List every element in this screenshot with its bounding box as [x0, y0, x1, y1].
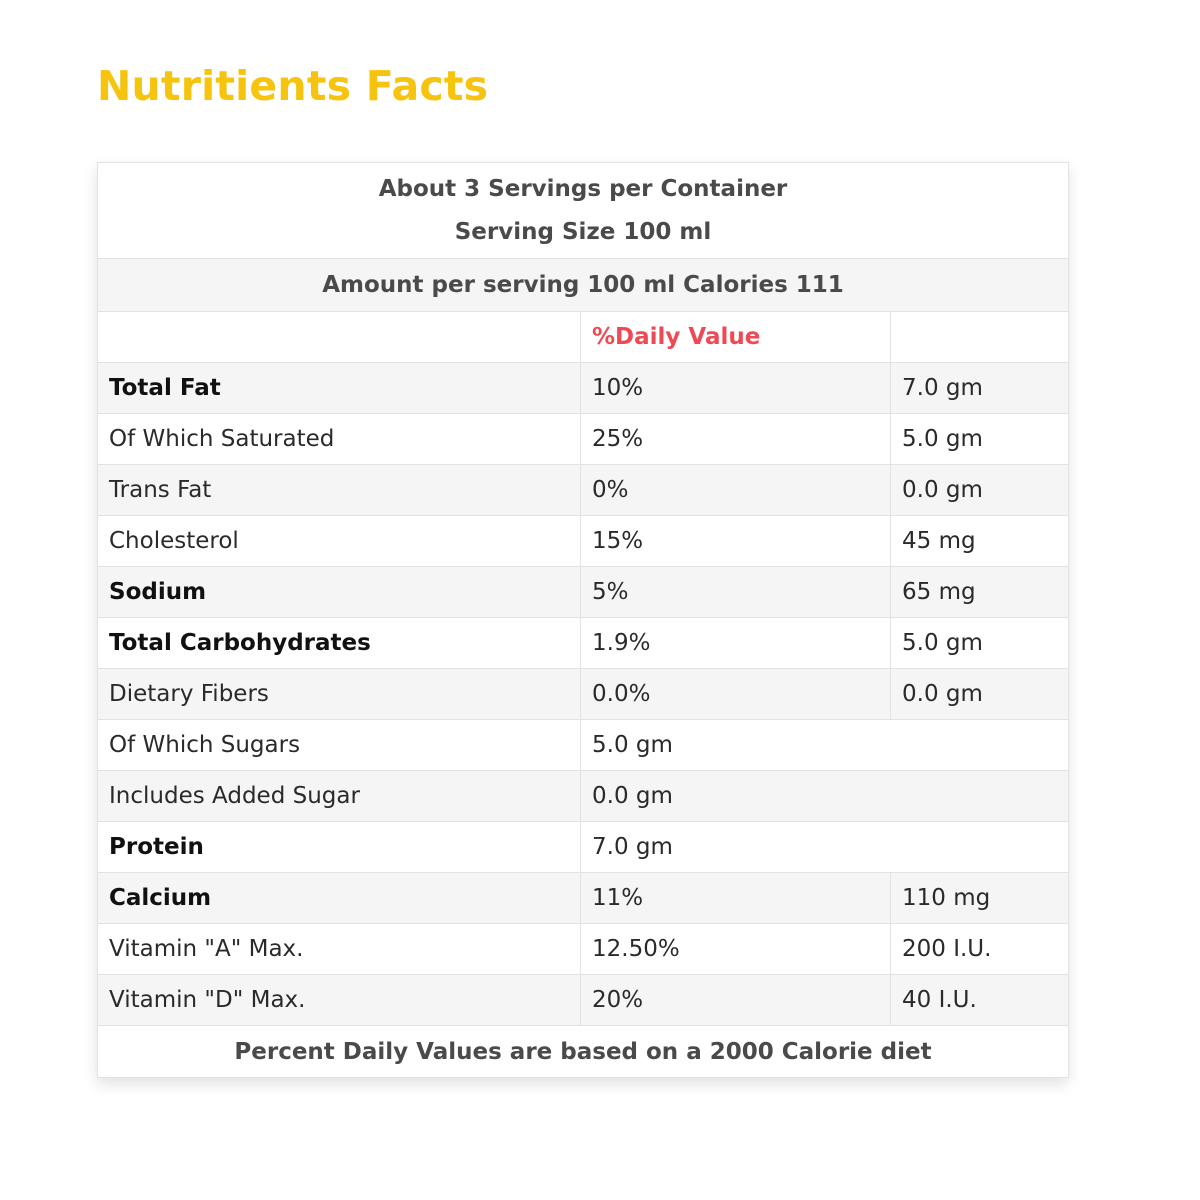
daily-value: 12.50% [580, 923, 891, 975]
nutrient-amount: 0.0 gm [889, 668, 1070, 720]
nutrient-name: Trans Fat [97, 464, 581, 516]
column-header-blank-amount [889, 311, 1070, 363]
table-row: Calcium 11% 110 mg [97, 872, 1070, 924]
table-row: Total Carbohydrates 1.9% 5.0 gm [97, 617, 1070, 669]
nutrient-value: 5.0 gm [579, 719, 1070, 771]
nutrient-amount: 110 mg [889, 872, 1070, 924]
table-row: Sodium 5% 65 mg [97, 566, 1070, 618]
daily-value-header: %Daily Value [580, 311, 891, 363]
nutrient-name: Protein [97, 821, 581, 873]
footer-row: Percent Daily Values are based on a 2000… [96, 1025, 1070, 1078]
daily-value: 10% [580, 362, 891, 414]
table-row: Of Which Saturated 25% 5.0 gm [97, 413, 1070, 465]
nutrient-amount: 45 mg [889, 515, 1070, 567]
nutrient-name: Of Which Sugars [97, 719, 581, 771]
nutrient-amount: 65 mg [889, 566, 1070, 618]
nutrition-facts-card: About 3 Servings per Container Serving S… [96, 162, 1070, 1078]
nutrient-name: Vitamin "A" Max. [97, 923, 581, 975]
daily-value: 15% [580, 515, 891, 567]
daily-value: 0% [580, 464, 891, 516]
table-row: Of Which Sugars 5.0 gm [97, 719, 1070, 771]
table-row: Cholesterol 15% 45 mg [97, 515, 1070, 567]
amount-per-serving: Amount per serving 100 ml Calories 111 [96, 258, 1070, 312]
nutrient-value: 0.0 gm [579, 770, 1070, 822]
nutrient-amount: 200 I.U. [889, 923, 1070, 975]
nutrient-amount: 40 I.U. [889, 974, 1070, 1026]
nutrient-name: Total Carbohydrates [97, 617, 581, 669]
page-title: Nutritients Facts [97, 62, 489, 110]
serving-info-cell: About 3 Servings per Container Serving S… [96, 162, 1070, 259]
nutrient-name: Sodium [97, 566, 581, 618]
table-row: Dietary Fibers 0.0% 0.0 gm [97, 668, 1070, 720]
nutrient-name: Calcium [97, 872, 581, 924]
table-row: Includes Added Sugar 0.0 gm [97, 770, 1070, 822]
table-row: Total Fat 10% 7.0 gm [97, 362, 1070, 414]
nutrient-name: Total Fat [97, 362, 581, 414]
serving-info-row: About 3 Servings per Container Serving S… [96, 162, 1070, 259]
table-row: Vitamin "A" Max. 12.50% 200 I.U. [97, 923, 1070, 975]
table-row: Protein 7.0 gm [97, 821, 1070, 873]
nutrient-amount: 7.0 gm [889, 362, 1070, 414]
nutrient-name: Of Which Saturated [97, 413, 581, 465]
nutrient-amount: 5.0 gm [889, 617, 1070, 669]
table-row: Trans Fat 0% 0.0 gm [97, 464, 1070, 516]
servings-per-container: About 3 Servings per Container [378, 175, 788, 202]
daily-value: 5% [580, 566, 891, 618]
nutrient-name: Vitamin "D" Max. [97, 974, 581, 1026]
nutrient-name: Includes Added Sugar [97, 770, 581, 822]
daily-value-footnote: Percent Daily Values are based on a 2000… [96, 1025, 1070, 1078]
column-header-row: %Daily Value [97, 311, 1070, 363]
daily-value: 25% [580, 413, 891, 465]
table-row: Vitamin "D" Max. 20% 40 I.U. [97, 974, 1070, 1026]
daily-value: 1.9% [580, 617, 891, 669]
nutrient-value: 7.0 gm [579, 821, 1070, 873]
nutrient-name: Dietary Fibers [97, 668, 581, 720]
daily-value: 11% [580, 872, 891, 924]
nutrition-table: About 3 Servings per Container Serving S… [96, 162, 1070, 1078]
daily-value: 0.0% [580, 668, 891, 720]
serving-size: Serving Size 100 ml [454, 218, 712, 245]
nutrient-name: Cholesterol [97, 515, 581, 567]
amount-per-serving-row: Amount per serving 100 ml Calories 111 [96, 258, 1070, 312]
column-header-blank [97, 311, 581, 363]
daily-value: 20% [580, 974, 891, 1026]
nutrient-amount: 5.0 gm [889, 413, 1070, 465]
nutrient-amount: 0.0 gm [889, 464, 1070, 516]
